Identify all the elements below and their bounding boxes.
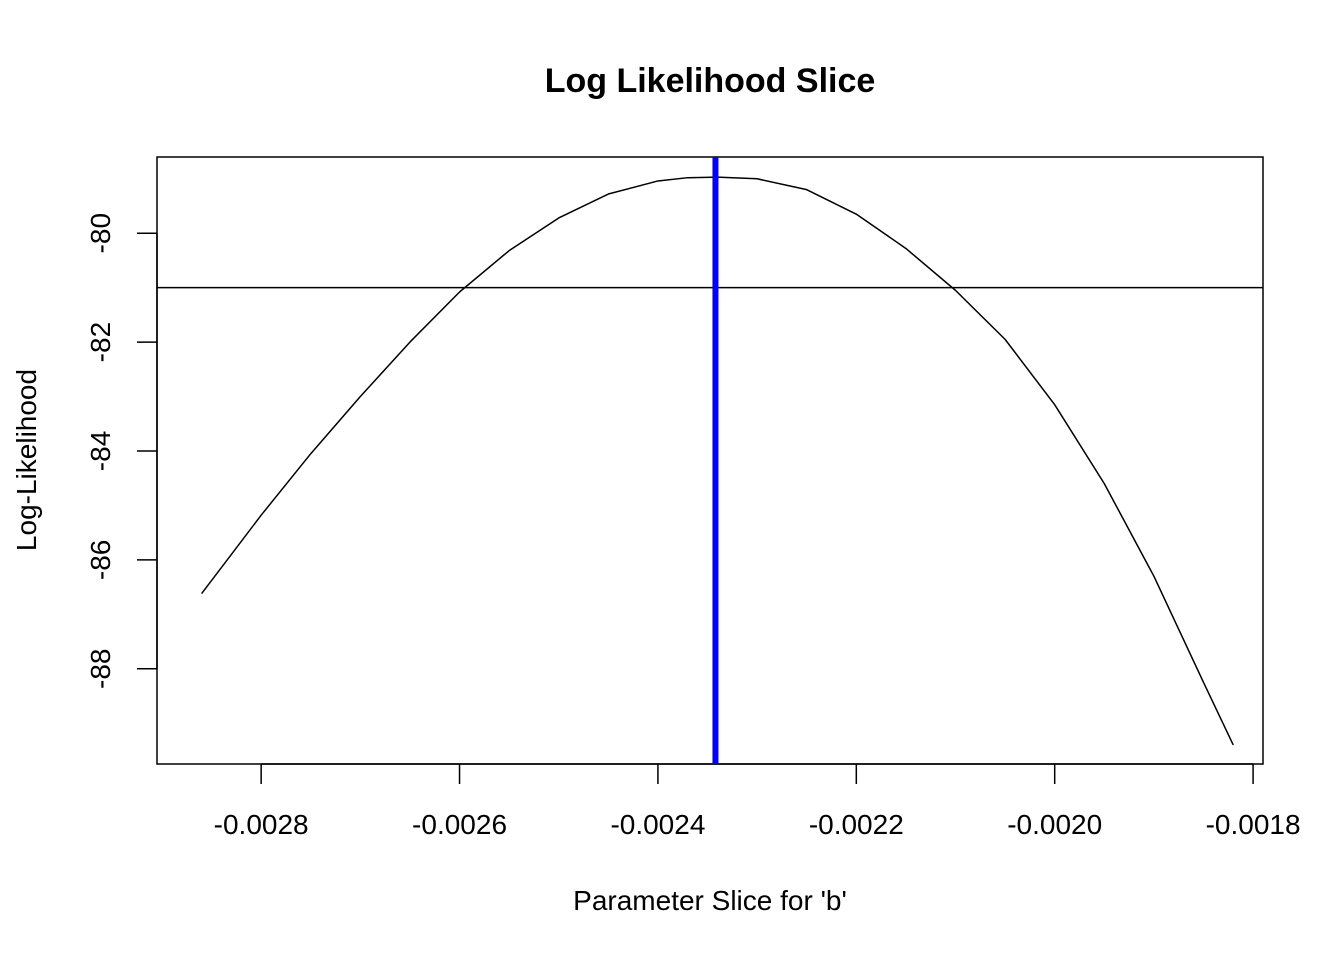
- plot-layer: [157, 157, 1263, 764]
- y-tick-label: -80: [85, 213, 116, 253]
- y-axis-label: Log-Likelihood: [11, 369, 42, 551]
- y-axis: -80 -82 -84 -86 -88: [85, 213, 158, 689]
- y-tick-label: -86: [85, 540, 116, 580]
- x-tick-label: -0.0026: [412, 809, 507, 840]
- x-tick-label: -0.0028: [214, 809, 309, 840]
- x-tick-label: -0.0022: [809, 809, 904, 840]
- y-tick-label: -82: [85, 322, 116, 362]
- x-tick-label: -0.0024: [610, 809, 705, 840]
- y-tick-label: -84: [85, 431, 116, 471]
- x-axis-label: Parameter Slice for 'b': [573, 885, 847, 916]
- chart-title: Log Likelihood Slice: [545, 62, 876, 100]
- x-tick-label: -0.0020: [1007, 809, 1102, 840]
- x-axis: -0.0028 -0.0026 -0.0024 -0.0022 -0.0020 -0.00…: [214, 763, 1301, 840]
- y-tick-label: -88: [85, 648, 116, 688]
- x-tick-label: -0.0018: [1206, 809, 1301, 840]
